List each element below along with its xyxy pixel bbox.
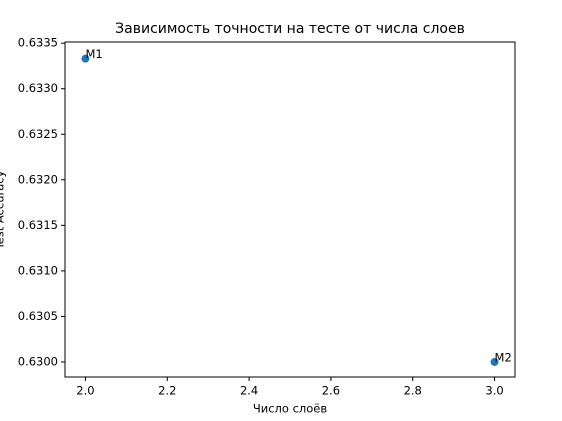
y-tick-label: 0.6310 bbox=[18, 263, 58, 277]
chart-title: Зависимость точности на тесте от числа с… bbox=[115, 21, 465, 37]
plot-frame bbox=[64, 41, 516, 378]
y-tick-label: 0.6330 bbox=[18, 81, 58, 95]
point-label: M1 bbox=[85, 47, 102, 61]
x-tick-label: 2.2 bbox=[158, 384, 176, 398]
point bbox=[81, 54, 90, 63]
x-axis-label: Число слоёв bbox=[253, 402, 328, 416]
y-tick-label: 0.6315 bbox=[18, 218, 58, 232]
point-label: M2 bbox=[495, 350, 512, 364]
y-tick-label: 0.6305 bbox=[18, 309, 58, 323]
point bbox=[490, 357, 499, 366]
x-tick-label: 2.6 bbox=[322, 384, 340, 398]
y-tick-label: 0.6320 bbox=[18, 172, 58, 186]
x-tick-label: 2.4 bbox=[240, 384, 258, 398]
y-axis-label: Test Accuracy bbox=[0, 170, 7, 250]
x-tick-label: 2.8 bbox=[404, 384, 422, 398]
x-tick-label: 3.0 bbox=[485, 384, 503, 398]
y-tick-label: 0.6335 bbox=[18, 36, 58, 50]
y-tick-label: 0.6325 bbox=[18, 127, 58, 141]
y-tick-label: 0.6300 bbox=[18, 354, 58, 368]
x-tick-label: 2.0 bbox=[76, 384, 94, 398]
